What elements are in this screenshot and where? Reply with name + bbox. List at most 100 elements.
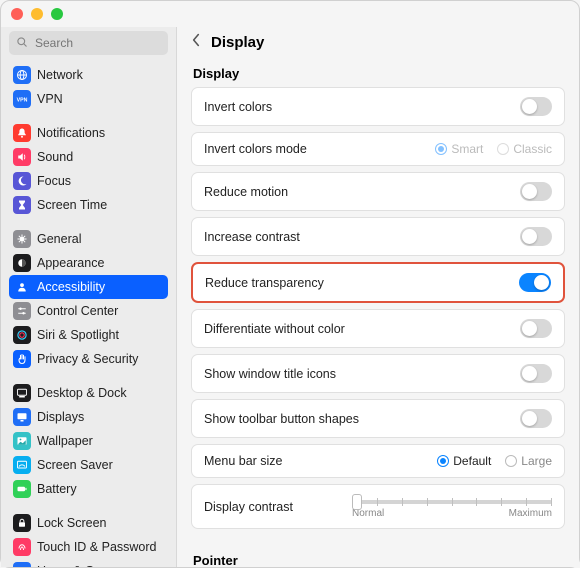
minimize-dot[interactable] <box>31 8 43 20</box>
setting-label: Invert colors <box>204 100 520 114</box>
close-dot[interactable] <box>11 8 23 20</box>
setting-label: Reduce transparency <box>205 276 519 290</box>
display-icon <box>13 408 31 426</box>
page-title: Display <box>211 34 264 51</box>
sidebar-item-control-center[interactable]: Control Center <box>9 299 168 323</box>
back-button[interactable] <box>191 33 201 52</box>
toggle[interactable] <box>520 97 552 116</box>
toggle[interactable] <box>520 364 552 383</box>
sidebar-item-appearance[interactable]: Appearance <box>9 251 168 275</box>
setting-row-display-contrast: Display contrastNormalMaximum <box>191 484 565 529</box>
zoom-dot[interactable] <box>51 8 63 20</box>
main-header: Display <box>177 27 579 62</box>
radio-dot <box>435 143 447 155</box>
sidebar-item-vpn[interactable]: VPN VPN <box>9 87 168 111</box>
setting-row-show-window-title-icons: Show window title icons <box>191 354 565 393</box>
toggle[interactable] <box>520 182 552 201</box>
siri-icon <box>13 326 31 344</box>
settings-scroll[interactable]: DisplayInvert colorsInvert colors modeSm… <box>177 62 579 567</box>
sidebar-item-general[interactable]: General <box>9 227 168 251</box>
sidebar-item-network[interactable]: Network <box>9 63 168 87</box>
sidebar-item-lock-screen[interactable]: Lock Screen <box>9 511 168 535</box>
sidebar-item-label: Displays <box>37 410 84 424</box>
sidebar-item-label: VPN <box>37 92 63 106</box>
sidebar-item-label: Sound <box>37 150 73 164</box>
sidebar-item-label: Screen Time <box>37 198 107 212</box>
setting-row-invert-colors: Invert colors <box>191 87 565 126</box>
sidebar-item-screen-saver[interactable]: Screen Saver <box>9 453 168 477</box>
setting-label: Invert colors mode <box>204 142 435 156</box>
speaker-icon <box>13 148 31 166</box>
sidebar-item-screen-time[interactable]: Screen Time <box>9 193 168 217</box>
sidebar-item-focus[interactable]: Focus <box>9 169 168 193</box>
battery-icon <box>13 480 31 498</box>
sidebar: Network VPN VPN Notifications Sound Focus Scre… <box>1 27 177 567</box>
wallpaper-icon <box>13 432 31 450</box>
sidebar-item-label: General <box>37 232 81 246</box>
sidebar-item-label: Control Center <box>37 304 118 318</box>
radio-group: Default Large <box>437 454 552 468</box>
sidebar-item-touch-id-password[interactable]: Touch ID & Password <box>9 535 168 559</box>
moon-icon <box>13 172 31 190</box>
setting-row-invert-colors-mode: Invert colors mode Smart Classic <box>191 132 565 166</box>
toggle[interactable] <box>519 273 551 292</box>
gear-icon <box>13 230 31 248</box>
radio-label: Classic <box>513 142 552 156</box>
lock-icon <box>13 514 31 532</box>
setting-row-reduce-transparency: Reduce transparency <box>191 262 565 303</box>
radio-option[interactable]: Classic <box>497 142 552 156</box>
sidebar-item-notifications[interactable]: Notifications <box>9 121 168 145</box>
dock-icon <box>13 384 31 402</box>
hourglass-icon <box>13 196 31 214</box>
person-icon <box>13 278 31 296</box>
radio-option[interactable]: Default <box>437 454 491 468</box>
traffic-lights <box>11 8 63 20</box>
setting-label: Increase contrast <box>204 230 520 244</box>
fingerprint-icon <box>13 538 31 556</box>
section-header: Pointer <box>193 553 565 567</box>
search-icon <box>16 36 28 51</box>
radio-label: Large <box>521 454 552 468</box>
main-pane: Display Display Invert colors Invert color… <box>177 27 579 567</box>
sidebar-item-siri-spotlight[interactable]: Siri & Spotlight <box>9 323 168 347</box>
sidebar-item-users-groups[interactable]: Users & Groups <box>9 559 168 567</box>
sidebar-item-label: Battery <box>37 482 77 496</box>
sidebar-item-privacy-security[interactable]: Privacy & Security <box>9 347 168 371</box>
setting-label: Reduce motion <box>204 185 520 199</box>
slider-knob[interactable] <box>352 494 362 510</box>
radio-option[interactable]: Smart <box>435 142 483 156</box>
setting-row-show-toolbar-button-shapes: Show toolbar button shapes <box>191 399 565 438</box>
radio-option[interactable]: Large <box>505 454 552 468</box>
radio-group: Smart Classic <box>435 142 552 156</box>
toggle[interactable] <box>520 319 552 338</box>
sidebar-item-label: Screen Saver <box>37 458 113 472</box>
sidebar-item-accessibility[interactable]: Accessibility <box>9 275 168 299</box>
sidebar-item-label: Focus <box>37 174 71 188</box>
radio-dot <box>497 143 509 155</box>
sidebar-item-desktop-dock[interactable]: Desktop & Dock <box>9 381 168 405</box>
vpn-icon: VPN <box>13 90 31 108</box>
sidebar-item-sound[interactable]: Sound <box>9 145 168 169</box>
slider[interactable]: NormalMaximum <box>352 494 552 519</box>
setting-label: Show window title icons <box>204 367 520 381</box>
radio-label: Smart <box>451 142 483 156</box>
sidebar-item-label: Notifications <box>37 126 105 140</box>
sidebar-item-wallpaper[interactable]: Wallpaper <box>9 429 168 453</box>
sidebar-item-label: Network <box>37 68 83 82</box>
setting-row-menu-bar-size: Menu bar sizeDefault Large <box>191 444 565 478</box>
sidebar-item-label: Wallpaper <box>37 434 93 448</box>
setting-row-reduce-motion: Reduce motion <box>191 172 565 211</box>
sidebar-item-battery[interactable]: Battery <box>9 477 168 501</box>
bell-icon <box>13 124 31 142</box>
users-icon <box>13 562 31 567</box>
sidebar-list: Network VPN VPN Notifications Sound Focus Scre… <box>1 63 176 567</box>
toggle[interactable] <box>520 227 552 246</box>
toggle[interactable] <box>520 409 552 428</box>
sidebar-item-displays[interactable]: Displays <box>9 405 168 429</box>
search-input[interactable] <box>9 31 168 55</box>
radio-dot <box>505 455 517 467</box>
sidebar-item-label: Desktop & Dock <box>37 386 127 400</box>
titlebar <box>1 1 579 27</box>
setting-label: Menu bar size <box>204 454 437 468</box>
section-header: Display <box>193 66 565 81</box>
